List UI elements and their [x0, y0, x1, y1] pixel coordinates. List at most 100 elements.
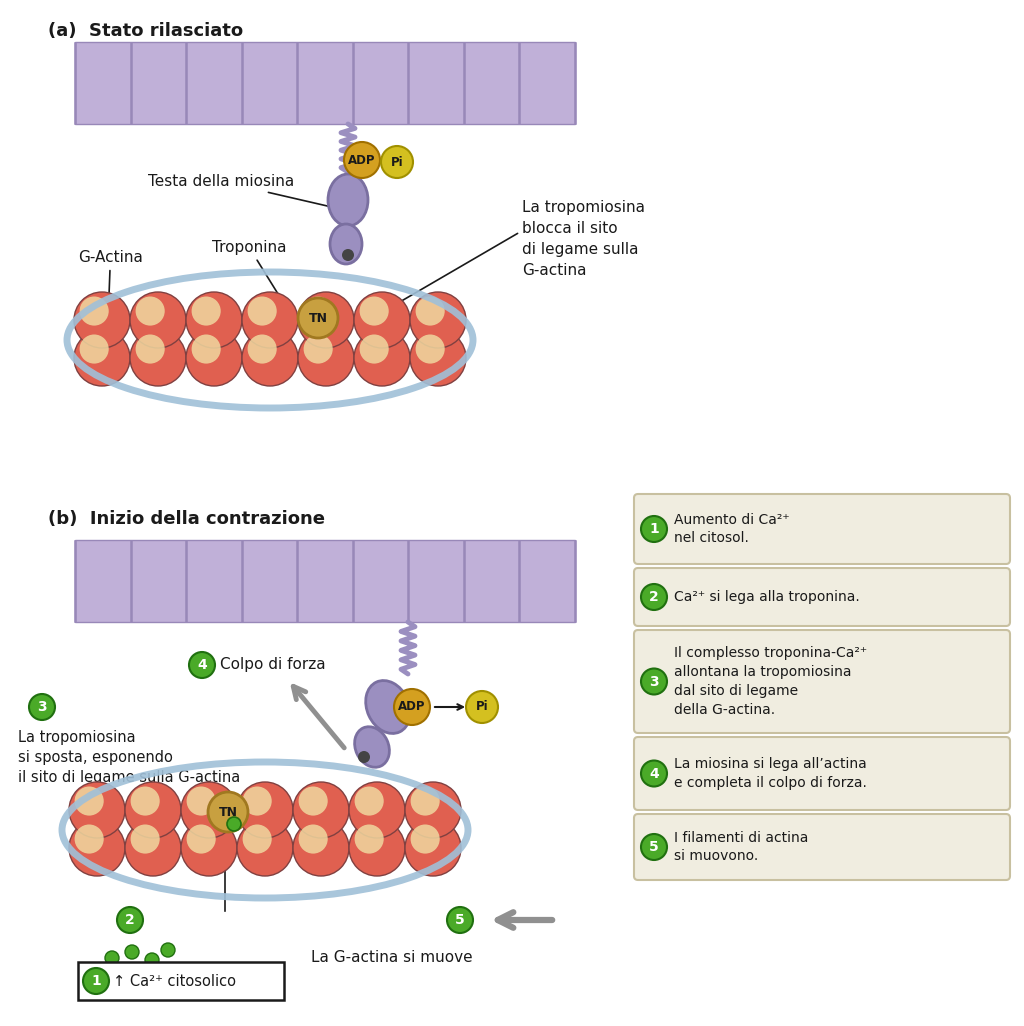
Circle shape	[105, 951, 119, 965]
Text: Troponina: Troponina	[212, 240, 287, 308]
Ellipse shape	[366, 680, 411, 734]
Circle shape	[135, 334, 165, 363]
Circle shape	[293, 820, 349, 876]
Circle shape	[181, 820, 237, 876]
Circle shape	[242, 292, 298, 348]
Circle shape	[243, 787, 271, 816]
Circle shape	[130, 292, 186, 348]
Circle shape	[298, 298, 338, 338]
Circle shape	[29, 694, 55, 720]
Circle shape	[208, 792, 248, 832]
Circle shape	[191, 334, 221, 363]
Circle shape	[641, 516, 667, 542]
Circle shape	[117, 907, 143, 933]
Circle shape	[354, 787, 384, 816]
Circle shape	[354, 330, 410, 386]
Circle shape	[243, 825, 271, 854]
Circle shape	[354, 825, 384, 854]
Text: La tropomiosina
si sposta, esponendo
il sito di legame sulla G-actina: La tropomiosina si sposta, esponendo il …	[18, 731, 241, 785]
Circle shape	[641, 584, 667, 610]
Text: TN: TN	[308, 312, 328, 324]
Circle shape	[298, 292, 354, 348]
Circle shape	[125, 945, 139, 959]
Circle shape	[344, 142, 380, 177]
Text: Il complesso troponina-Ca²⁺
allontana la tropomiosina
dal sito di legame
della G: Il complesso troponina-Ca²⁺ allontana la…	[674, 646, 867, 717]
Circle shape	[303, 334, 333, 363]
Ellipse shape	[330, 224, 362, 264]
Circle shape	[641, 669, 667, 695]
Text: Ca²⁺ si lega alla troponina.: Ca²⁺ si lega alla troponina.	[674, 590, 860, 604]
Text: Pi: Pi	[476, 701, 488, 713]
FancyBboxPatch shape	[634, 494, 1010, 564]
Circle shape	[69, 782, 125, 838]
Text: ↑ Ca²⁺ citosolico: ↑ Ca²⁺ citosolico	[113, 974, 236, 988]
Circle shape	[411, 825, 439, 854]
Text: La tropomiosina
blocca il sito
di legame sulla
G-actina: La tropomiosina blocca il sito di legame…	[522, 200, 645, 278]
Circle shape	[74, 330, 130, 386]
Text: G-Actina: G-Actina	[78, 250, 143, 319]
Circle shape	[411, 787, 439, 816]
Text: Aumento di Ca²⁺
nel citosol.: Aumento di Ca²⁺ nel citosol.	[674, 513, 790, 546]
Ellipse shape	[354, 726, 389, 767]
Circle shape	[75, 825, 103, 854]
Circle shape	[186, 330, 242, 386]
Circle shape	[83, 968, 109, 994]
Circle shape	[161, 943, 175, 957]
Circle shape	[75, 787, 103, 816]
Circle shape	[416, 297, 444, 325]
Circle shape	[191, 297, 221, 325]
Circle shape	[248, 297, 276, 325]
Text: 2: 2	[125, 913, 135, 928]
Text: TN: TN	[218, 805, 238, 819]
Circle shape	[359, 334, 389, 363]
Circle shape	[80, 334, 109, 363]
Text: 4: 4	[649, 766, 658, 781]
Circle shape	[131, 825, 160, 854]
Circle shape	[303, 297, 333, 325]
FancyBboxPatch shape	[634, 737, 1010, 810]
FancyBboxPatch shape	[634, 568, 1010, 626]
Circle shape	[349, 820, 406, 876]
Circle shape	[80, 297, 109, 325]
Circle shape	[447, 907, 473, 933]
Circle shape	[237, 782, 293, 838]
Text: I filamenti di actina
si muovono.: I filamenti di actina si muovono.	[674, 830, 808, 864]
Circle shape	[186, 825, 216, 854]
Text: Pi: Pi	[391, 156, 403, 168]
Circle shape	[181, 782, 237, 838]
Text: Testa della miosina: Testa della miosina	[148, 174, 333, 207]
Circle shape	[381, 146, 413, 177]
Text: 3: 3	[37, 700, 47, 714]
Circle shape	[410, 292, 466, 348]
Circle shape	[186, 292, 242, 348]
Circle shape	[466, 690, 498, 723]
Circle shape	[641, 834, 667, 860]
Circle shape	[349, 782, 406, 838]
Text: 4: 4	[198, 658, 207, 672]
Bar	[75, 540, 575, 622]
Text: ADP: ADP	[348, 154, 376, 166]
Text: 1: 1	[91, 974, 101, 988]
Circle shape	[293, 782, 349, 838]
Circle shape	[299, 787, 328, 816]
Text: 5: 5	[455, 913, 465, 928]
Circle shape	[298, 330, 354, 386]
Circle shape	[186, 787, 216, 816]
Circle shape	[69, 820, 125, 876]
Circle shape	[641, 760, 667, 787]
FancyBboxPatch shape	[634, 630, 1010, 733]
Text: 2: 2	[649, 590, 658, 604]
Circle shape	[342, 249, 354, 261]
Circle shape	[359, 297, 389, 325]
Circle shape	[227, 817, 241, 831]
Circle shape	[131, 787, 160, 816]
Circle shape	[237, 820, 293, 876]
Circle shape	[145, 953, 159, 966]
Text: 3: 3	[649, 674, 658, 688]
Text: Colpo di forza: Colpo di forza	[220, 658, 326, 672]
Text: 5: 5	[649, 840, 658, 854]
FancyBboxPatch shape	[634, 814, 1010, 880]
Text: La G-actina si muove: La G-actina si muove	[311, 950, 473, 965]
Circle shape	[125, 782, 181, 838]
FancyBboxPatch shape	[78, 962, 284, 1000]
